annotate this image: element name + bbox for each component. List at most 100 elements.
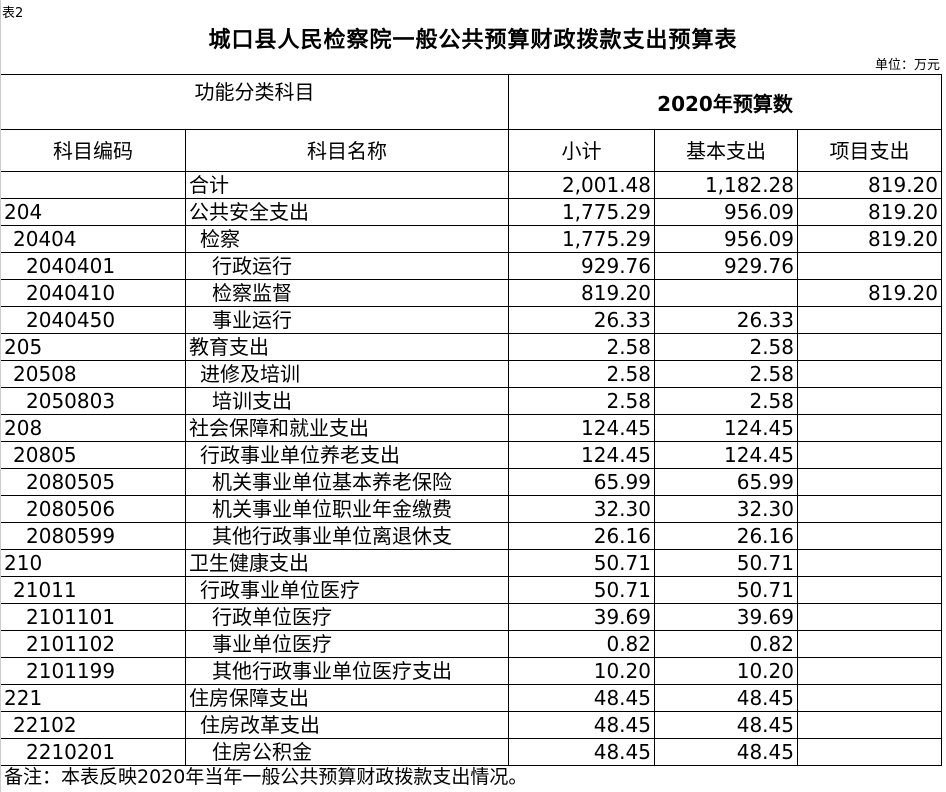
cell-basic[interactable]: 26.16: [654, 522, 798, 550]
cell-project[interactable]: [797, 441, 942, 469]
cell-code[interactable]: 2040450: [0, 306, 186, 334]
cell-subtotal[interactable]: 124.45: [508, 414, 655, 442]
cell-project[interactable]: [797, 252, 942, 280]
cell-project[interactable]: 819.20: [797, 198, 942, 226]
cell-basic[interactable]: 50.71: [654, 576, 798, 604]
cell-code[interactable]: 2080505: [0, 468, 186, 496]
cell-project[interactable]: [797, 414, 942, 442]
cell-code[interactable]: [0, 171, 186, 199]
cell-project[interactable]: [797, 576, 942, 604]
cell-name[interactable]: 住房改革支出: [185, 711, 509, 739]
cell-subtotal[interactable]: 26.16: [508, 522, 655, 550]
cell-basic[interactable]: 2.58: [654, 360, 798, 388]
cell-code[interactable]: 2101101: [0, 603, 186, 631]
header-project[interactable]: 项目支出: [797, 129, 942, 172]
cell-name[interactable]: 事业运行: [185, 306, 509, 334]
cell-project[interactable]: [797, 387, 942, 415]
cell-name[interactable]: 行政单位医疗: [185, 603, 509, 631]
cell-project[interactable]: [797, 738, 942, 766]
cell-name[interactable]: 合计: [185, 171, 509, 199]
cell-basic[interactable]: 50.71: [654, 549, 798, 577]
cell-basic[interactable]: 956.09: [654, 198, 798, 226]
cell-basic[interactable]: 32.30: [654, 495, 798, 523]
cell-subtotal[interactable]: 2.58: [508, 360, 655, 388]
cell-basic[interactable]: 39.69: [654, 603, 798, 631]
cell-name[interactable]: 公共安全支出: [185, 198, 509, 226]
cell-name[interactable]: 社会保障和就业支出: [185, 414, 509, 442]
cell-subtotal[interactable]: 1,775.29: [508, 225, 655, 253]
header-budget-2020[interactable]: 2020年预算数: [508, 74, 942, 130]
cell-subtotal[interactable]: 48.45: [508, 738, 655, 766]
cell-code[interactable]: 20805: [0, 441, 186, 469]
cell-subtotal[interactable]: 0.82: [508, 630, 655, 658]
cell-code[interactable]: 2040410: [0, 279, 186, 307]
cell-name[interactable]: 培训支出: [185, 387, 509, 415]
cell-basic[interactable]: [654, 279, 798, 307]
cell-basic[interactable]: 1,182.28: [654, 171, 798, 199]
cell-code[interactable]: 2040401: [0, 252, 186, 280]
cell-name[interactable]: 教育支出: [185, 333, 509, 361]
cell-code[interactable]: 21011: [0, 576, 186, 604]
cell-subtotal[interactable]: 50.71: [508, 549, 655, 577]
cell-subtotal[interactable]: 2.58: [508, 333, 655, 361]
cell-basic[interactable]: 124.45: [654, 441, 798, 469]
cell-subtotal[interactable]: 1,775.29: [508, 198, 655, 226]
header-subtotal[interactable]: 小计: [508, 129, 655, 172]
cell-basic[interactable]: 48.45: [654, 711, 798, 739]
cell-name[interactable]: 机关事业单位职业年金缴费: [185, 495, 509, 523]
cell-basic[interactable]: 48.45: [654, 738, 798, 766]
cell-name[interactable]: 行政事业单位医疗: [185, 576, 509, 604]
cell-name[interactable]: 行政运行: [185, 252, 509, 280]
cell-project[interactable]: 819.20: [797, 279, 942, 307]
cell-code[interactable]: 204: [0, 198, 186, 226]
cell-code[interactable]: 210: [0, 549, 186, 577]
cell-code[interactable]: 208: [0, 414, 186, 442]
cell-name[interactable]: 其他行政事业单位离退休支: [185, 522, 509, 550]
cell-subtotal[interactable]: 2.58: [508, 387, 655, 415]
cell-subtotal[interactable]: 48.45: [508, 684, 655, 712]
cell-project[interactable]: [797, 360, 942, 388]
cell-subtotal[interactable]: 48.45: [508, 711, 655, 739]
cell-project[interactable]: [797, 495, 942, 523]
cell-name[interactable]: 卫生健康支出: [185, 549, 509, 577]
cell-basic[interactable]: 929.76: [654, 252, 798, 280]
cell-basic[interactable]: 0.82: [654, 630, 798, 658]
cell-name[interactable]: 检察监督: [185, 279, 509, 307]
cell-basic[interactable]: 48.45: [654, 684, 798, 712]
cell-project[interactable]: [797, 657, 942, 685]
cell-code[interactable]: 221: [0, 684, 186, 712]
cell-subtotal[interactable]: 2,001.48: [508, 171, 655, 199]
cell-subtotal[interactable]: 26.33: [508, 306, 655, 334]
cell-name[interactable]: 住房公积金: [185, 738, 509, 766]
cell-subtotal[interactable]: 124.45: [508, 441, 655, 469]
cell-subtotal[interactable]: 50.71: [508, 576, 655, 604]
cell-project[interactable]: [797, 306, 942, 334]
cell-basic[interactable]: 124.45: [654, 414, 798, 442]
cell-name[interactable]: 行政事业单位养老支出: [185, 441, 509, 469]
cell-code[interactable]: 22102: [0, 711, 186, 739]
cell-name[interactable]: 其他行政事业单位医疗支出: [185, 657, 509, 685]
cell-subtotal[interactable]: 39.69: [508, 603, 655, 631]
cell-code[interactable]: 2050803: [0, 387, 186, 415]
cell-code[interactable]: 2101199: [0, 657, 186, 685]
cell-code[interactable]: 20508: [0, 360, 186, 388]
cell-basic[interactable]: 65.99: [654, 468, 798, 496]
cell-basic[interactable]: 2.58: [654, 333, 798, 361]
cell-subtotal[interactable]: 65.99: [508, 468, 655, 496]
cell-code[interactable]: 2080599: [0, 522, 186, 550]
cell-project[interactable]: [797, 522, 942, 550]
cell-project[interactable]: [797, 333, 942, 361]
cell-project[interactable]: [797, 711, 942, 739]
cell-name[interactable]: 机关事业单位基本养老保险: [185, 468, 509, 496]
cell-subtotal[interactable]: 929.76: [508, 252, 655, 280]
cell-name[interactable]: 进修及培训: [185, 360, 509, 388]
cell-basic[interactable]: 26.33: [654, 306, 798, 334]
header-function-category[interactable]: 功能分类科目: [0, 74, 509, 130]
cell-basic[interactable]: 2.58: [654, 387, 798, 415]
header-name[interactable]: 科目名称: [185, 129, 509, 172]
cell-project[interactable]: [797, 630, 942, 658]
cell-subtotal[interactable]: 10.20: [508, 657, 655, 685]
cell-project[interactable]: 819.20: [797, 225, 942, 253]
cell-name[interactable]: 检察: [185, 225, 509, 253]
cell-code[interactable]: 20404: [0, 225, 186, 253]
